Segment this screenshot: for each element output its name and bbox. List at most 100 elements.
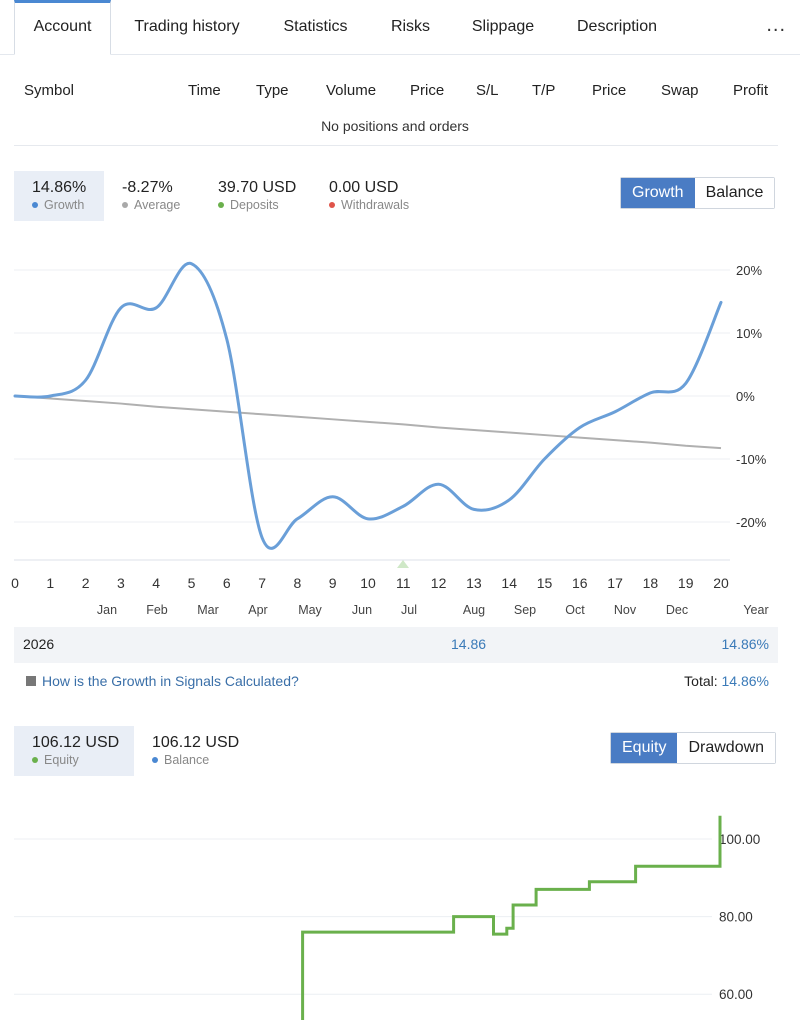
month-label: Jun (352, 603, 372, 617)
growth-dot-icon (32, 201, 38, 208)
column-time: Time (188, 82, 221, 99)
x-tick-label: 19 (678, 575, 694, 591)
x-tick-label: 0 (11, 575, 19, 591)
column-sl: S/L (476, 82, 499, 99)
x-tick-label: 7 (258, 575, 266, 591)
year-total-value: 14.86% (721, 636, 769, 652)
x-tick-label: 20 (713, 575, 729, 591)
stat-withdrawals[interactable]: 0.00 USD Withdrawals (329, 179, 409, 212)
x-tick-label: 13 (466, 575, 482, 591)
y-tick-label: 100.00 (719, 832, 760, 847)
stat-withdrawals-label-wrap: Withdrawals (329, 198, 409, 212)
stat-average[interactable]: -8.27% Average (122, 179, 180, 212)
stat-equity[interactable]: 106.12 USD Equity (14, 726, 134, 776)
month-label: Oct (565, 603, 585, 617)
equity-chart: 100.00 80.00 60.00 (14, 815, 760, 1020)
month-label: Jul (401, 603, 417, 617)
month-label: Aug (463, 603, 485, 617)
equity-drawdown-toggle: Equity Drawdown (610, 732, 777, 764)
x-tick-label: 8 (294, 575, 302, 591)
stat-deposits-label-wrap: Deposits (218, 198, 296, 212)
y-tick-label: -20% (736, 515, 767, 530)
y-tick-label: 0% (736, 389, 755, 404)
stat-equity-value: 106.12 USD (32, 734, 120, 751)
column-type: Type (256, 82, 289, 99)
help-icon (26, 676, 36, 687)
column-volume: Volume (326, 82, 377, 99)
x-tick-label: 14 (501, 575, 517, 591)
y-tick-label: -10% (736, 452, 767, 467)
stat-balance-label: Balance (164, 753, 210, 767)
stat-equity-label: Equity (44, 753, 79, 767)
column-symbol: Symbol (24, 82, 75, 99)
growth-help-link[interactable]: How is the Growth in Signals Calculated? (26, 673, 299, 689)
x-tick-label: 12 (431, 575, 447, 591)
tab-description[interactable]: Description (576, 18, 658, 35)
stat-balance-value: 106.12 USD (152, 734, 240, 751)
column-tp: T/P (532, 82, 556, 99)
y-tick-label: 10% (736, 326, 762, 341)
y-tick-label: 60.00 (719, 987, 753, 1002)
month-label: Dec (666, 603, 688, 617)
stat-withdrawals-label: Withdrawals (341, 198, 410, 212)
column-price-current: Price (592, 82, 627, 99)
current-period-marker (397, 560, 409, 568)
stat-deposits[interactable]: 39.70 USD Deposits (218, 179, 296, 212)
x-tick-label: 5 (188, 575, 196, 591)
stat-growth[interactable]: 14.86% Growth (14, 171, 104, 221)
stat-growth-label-wrap: Growth (32, 198, 104, 212)
stat-balance[interactable]: 106.12 USD Balance (152, 734, 239, 767)
y-tick-label: 80.00 (719, 910, 753, 925)
year-label: 2026 (23, 636, 55, 652)
equity-dot-icon (32, 756, 38, 763)
stat-average-value: -8.27% (122, 179, 173, 196)
stat-equity-label-wrap: Equity (32, 753, 134, 767)
tab-risks[interactable]: Risks (390, 18, 431, 35)
tab-account[interactable]: Account (14, 0, 111, 55)
month-label: Mar (197, 603, 219, 617)
drawdown-toggle-button[interactable]: Drawdown (677, 733, 776, 763)
growth-line (13, 262, 723, 550)
x-tick-label: 16 (572, 575, 588, 591)
year-month-value[interactable]: 14.86 (451, 636, 487, 652)
equity-toggle-button[interactable]: Equity (611, 733, 678, 763)
x-tick-label: 15 (537, 575, 553, 591)
x-tick-label: 6 (223, 575, 231, 591)
tab-statistics[interactable]: Statistics (283, 18, 348, 35)
total-growth: Total: 14.86% (684, 673, 769, 689)
withdrawals-dot-icon (329, 201, 335, 208)
stat-withdrawals-value: 0.00 USD (329, 179, 399, 196)
balance-toggle-button[interactable]: Balance (694, 178, 775, 208)
month-label: Nov (614, 603, 637, 617)
equity-line (301, 815, 722, 1020)
x-tick-label: 10 (360, 575, 376, 591)
column-swap: Swap (661, 82, 699, 99)
column-profit: Profit (733, 82, 769, 99)
x-tick-label: 4 (152, 575, 160, 591)
average-dot-icon (122, 201, 128, 208)
x-tick-label: 17 (607, 575, 623, 591)
balance-dot-icon (152, 756, 158, 763)
growth-toggle-button[interactable]: Growth (621, 178, 695, 208)
total-label: Total: (684, 673, 718, 689)
stat-balance-label-wrap: Balance (152, 753, 239, 767)
year-axis-label: Year (743, 603, 768, 617)
tab-slippage[interactable]: Slippage (471, 18, 535, 35)
stat-average-label: Average (134, 198, 181, 212)
year-row: 2026 14.86 14.86% (14, 627, 778, 663)
stat-growth-value: 14.86% (32, 179, 87, 196)
x-tick-label: 18 (643, 575, 659, 591)
x-tick-label: 2 (82, 575, 90, 591)
more-menu-icon[interactable]: ... (766, 14, 786, 36)
stat-average-label-wrap: Average (122, 198, 180, 212)
average-line (14, 395, 722, 450)
empty-message: No positions and orders (321, 118, 469, 134)
total-value: 14.86% (721, 673, 769, 689)
month-label: May (298, 603, 322, 617)
x-tick-label: 1 (46, 575, 54, 591)
stat-growth-label: Growth (44, 198, 85, 212)
month-label: Feb (146, 603, 168, 617)
y-tick-label: 20% (736, 263, 762, 278)
x-tick-label: 11 (396, 575, 411, 591)
tab-trading-history[interactable]: Trading history (134, 18, 240, 35)
